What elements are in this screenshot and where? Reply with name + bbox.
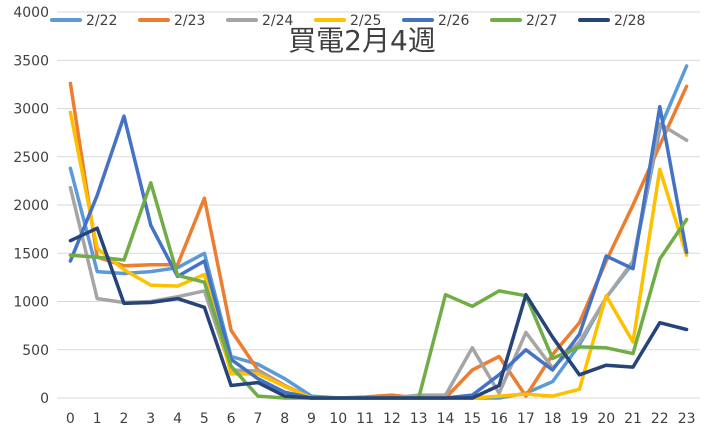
x-tick-label: 8 — [280, 411, 289, 427]
x-tick-label: 20 — [597, 411, 615, 427]
legend-label: 2/24 — [262, 13, 294, 29]
x-tick-label: 12 — [383, 411, 401, 427]
y-tick-label: 2500 — [13, 150, 49, 166]
series-line-2/28 — [68, 226, 689, 400]
legend-label: 2/27 — [526, 13, 557, 29]
x-tick-label: 11 — [356, 411, 374, 427]
legend-label: 2/26 — [438, 13, 470, 29]
legend-label: 2/25 — [350, 13, 381, 29]
legend-label: 2/22 — [86, 13, 117, 29]
x-tick-label: 7 — [253, 411, 262, 427]
y-tick-label: 0 — [40, 391, 49, 407]
x-tick-label: 16 — [490, 411, 508, 427]
x-axis: 0 1 2 3 4 5 6 7 8 9 10 11 12 13 14 15 16 17 18 19 20 21 22 23 — [66, 411, 696, 427]
y-tick-label: 1500 — [13, 246, 49, 262]
x-tick-label: 17 — [517, 411, 535, 427]
series-lines — [68, 64, 689, 400]
y-tick-label: 3500 — [13, 53, 49, 69]
x-tick-label: 10 — [329, 411, 347, 427]
x-tick-label: 15 — [463, 411, 481, 427]
legend-label: 2/23 — [174, 13, 205, 29]
legend: 2/22 2/23 2/24 2/25 2/26 2/27 2/28 — [50, 13, 645, 29]
x-tick-label: 23 — [678, 411, 696, 427]
x-tick-label: 0 — [66, 411, 75, 427]
x-tick-label: 3 — [146, 411, 155, 427]
y-tick-label: 4000 — [13, 5, 49, 21]
x-tick-label: 13 — [410, 411, 428, 427]
x-tick-label: 6 — [227, 411, 236, 427]
x-tick-label: 5 — [200, 411, 209, 427]
x-tick-label: 19 — [571, 411, 589, 427]
y-tick-label: 3000 — [13, 102, 49, 118]
legend-label: 2/28 — [614, 13, 645, 29]
chart-title: 買電2月4週 — [288, 24, 436, 57]
x-tick-label: 21 — [624, 411, 642, 427]
x-tick-label: 4 — [173, 411, 182, 427]
y-tick-label: 1000 — [13, 295, 49, 311]
series-line-2/24 — [68, 122, 689, 400]
x-tick-label: 22 — [651, 411, 669, 427]
x-tick-label: 18 — [544, 411, 562, 427]
series-line-2/23 — [68, 81, 689, 400]
series-line-2/26 — [68, 104, 689, 400]
y-tick-label: 2000 — [13, 198, 49, 214]
x-tick-label: 1 — [93, 411, 102, 427]
y-tick-label: 500 — [22, 343, 49, 359]
x-tick-label: 14 — [437, 411, 455, 427]
gridlines — [57, 11, 700, 399]
x-tick-label: 2 — [120, 411, 129, 427]
y-axis: 0 500 1000 1500 2000 2500 3000 3500 4000 — [13, 5, 49, 407]
series-line-2/25 — [68, 110, 689, 400]
x-tick-label: 9 — [307, 411, 316, 427]
